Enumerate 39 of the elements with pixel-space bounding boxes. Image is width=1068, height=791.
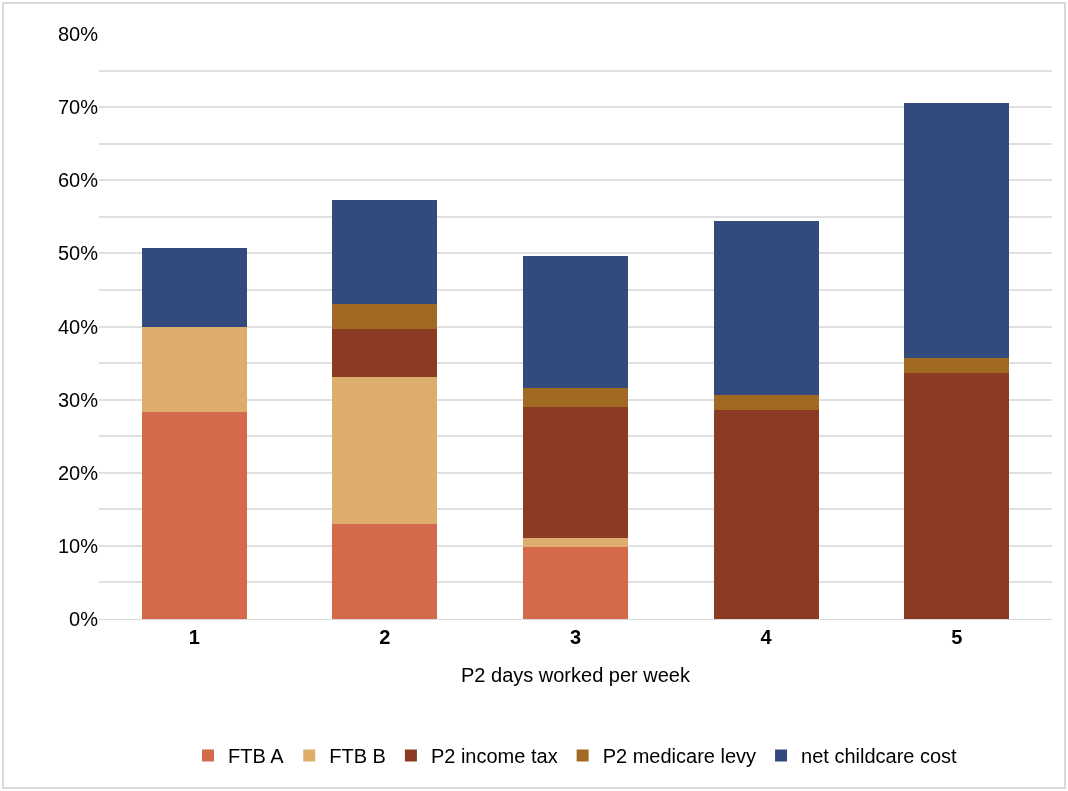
bar	[141, 412, 247, 619]
bar	[904, 372, 1010, 619]
x-axis-title: P2 days worked per week	[460, 663, 691, 686]
x-tick-label: 5	[951, 626, 963, 648]
x-tick-label: 2	[379, 626, 391, 648]
y-tick-label: 50%	[57, 242, 99, 265]
legend-label: P2 medicare levy	[602, 745, 757, 768]
y-tick-label: 20%	[57, 461, 99, 484]
legend-label: FTB B	[329, 745, 386, 768]
bar	[523, 256, 628, 388]
bar	[523, 387, 628, 407]
y-tick-label: 80%	[57, 23, 99, 45]
bar	[332, 376, 438, 524]
bar	[141, 248, 247, 327]
bar	[713, 409, 819, 619]
bar	[523, 406, 628, 538]
bar	[904, 102, 1010, 358]
x-tick-label: 3	[569, 626, 582, 648]
bar	[904, 357, 1010, 373]
legend-label: net childcare cost	[801, 745, 958, 768]
bar	[332, 199, 438, 304]
y-tick-label: 30%	[57, 388, 99, 411]
x-tick-label: 1	[188, 626, 200, 648]
bar	[332, 328, 438, 377]
y-tick-label: 0%	[69, 608, 99, 630]
bar	[523, 537, 628, 548]
y-tick-label: 60%	[57, 169, 99, 192]
bar	[713, 395, 819, 410]
legend-label: FTB A	[228, 745, 285, 768]
x-tick-label: 4	[760, 626, 773, 648]
bar	[523, 547, 628, 619]
bar	[141, 326, 247, 413]
y-tick-label: 70%	[57, 96, 99, 119]
legend-label: P2 income tax	[430, 745, 558, 768]
y-tick-label: 40%	[57, 315, 99, 338]
bar	[332, 303, 438, 329]
y-tick-label: 10%	[57, 534, 99, 557]
bar	[332, 523, 438, 619]
bar	[713, 221, 819, 396]
